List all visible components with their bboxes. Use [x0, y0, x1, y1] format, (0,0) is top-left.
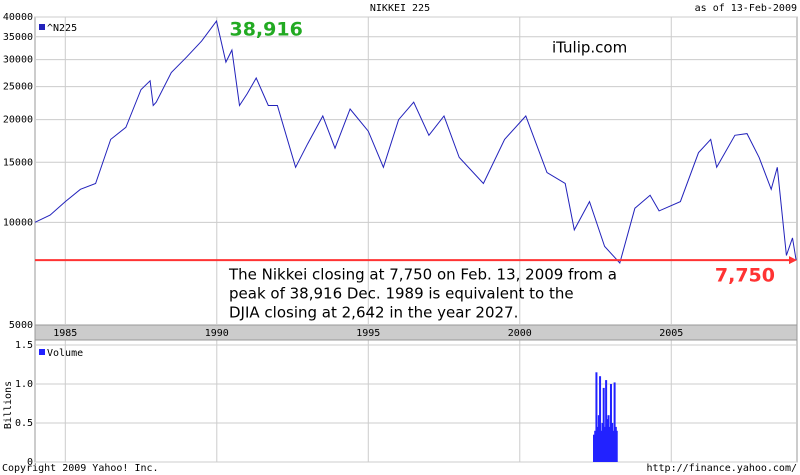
- volume-bar: [600, 430, 603, 462]
- footer-right: http://finance.yahoo.com/: [646, 463, 797, 474]
- volume-bar: [612, 430, 615, 462]
- volume-bar: [603, 426, 606, 462]
- volume-bar: [606, 419, 609, 462]
- legend-swatch: [39, 24, 45, 30]
- legend-label: ^N225: [47, 23, 77, 34]
- y-tick-label: 0: [27, 457, 33, 468]
- chart-subtitle: as of 13-Feb-2009: [695, 3, 797, 14]
- chart-title: NIKKEI 225: [370, 3, 430, 14]
- annotation: DJIA closing at 2,642 in the year 2027.: [229, 304, 518, 322]
- volume-bar: [611, 423, 614, 462]
- volume-bar: [596, 426, 599, 462]
- y-tick-label: 35000: [3, 32, 33, 43]
- x-tick-label: 1995: [356, 328, 380, 339]
- y-tick-label: 1.0: [15, 379, 33, 390]
- volume-bar: [594, 430, 597, 462]
- x-tick-label: 2005: [659, 328, 683, 339]
- volume-bar: [599, 376, 602, 462]
- volume-bar: [597, 415, 600, 462]
- y-axis-label: Billions: [3, 381, 14, 429]
- annotation: iTulip.com: [552, 39, 627, 57]
- volume-bar: [602, 387, 605, 462]
- plot-area: [34, 16, 798, 326]
- volume-bar: [609, 384, 612, 462]
- y-tick-label: 25000: [3, 82, 33, 93]
- y-tick-label: 15000: [3, 157, 33, 168]
- y-tick-label: 40000: [3, 12, 33, 23]
- volume-bar: [593, 434, 596, 462]
- peak-label: 38,916: [229, 19, 302, 41]
- line: [34, 19, 797, 265]
- legend-label: Volume: [47, 348, 83, 359]
- y-tick-label: 5000: [9, 320, 33, 331]
- y-tick-label: 30000: [3, 55, 33, 66]
- y-tick-label: 20000: [3, 115, 33, 126]
- reference-arrow: [789, 256, 797, 265]
- volume-bar: [601, 423, 604, 462]
- y-tick-label: 1.5: [15, 340, 33, 351]
- x-tick-label: 1985: [53, 328, 77, 339]
- volume-bar: [605, 380, 608, 462]
- volume-bar: [595, 372, 598, 462]
- y-tick-label: 10000: [3, 217, 33, 228]
- legend-swatch: [39, 349, 45, 355]
- footer-left: Copyright 2009 Yahoo! Inc.: [2, 463, 159, 474]
- y-tick-label: 0.5: [15, 418, 33, 429]
- x-tick-label: 1990: [205, 328, 229, 339]
- annotation: The Nikkei closing at 7,750 on Feb. 13, …: [228, 266, 617, 284]
- volume-bar: [613, 382, 616, 462]
- volume-bar: [615, 430, 618, 462]
- annotation: peak of 38,916 Dec. 1989 is equivalent t…: [229, 285, 574, 303]
- volume-bar: [608, 426, 611, 462]
- x-tick-label: 2000: [508, 328, 532, 339]
- volume-bar: [607, 415, 610, 462]
- reference-label: 7,750: [715, 265, 775, 287]
